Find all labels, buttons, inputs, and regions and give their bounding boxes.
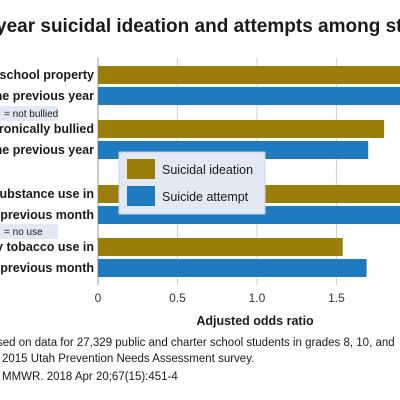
x-tick-label: 0 (95, 291, 102, 305)
category-labels: on school property n the previous year = n… (0, 68, 94, 275)
bar (98, 66, 400, 84)
x-axis-ticks: 0 0.5 1.0 1.5 (95, 291, 345, 305)
category-label: the previous month (0, 261, 94, 275)
legend-swatch (127, 159, 155, 179)
category-label: n the previous year (0, 143, 94, 157)
category-label: the previous month (0, 208, 94, 222)
reference-label: = not bullied (4, 109, 58, 120)
reference-box (0, 224, 58, 239)
footnote: MMWR. 2018 Apr 20;67(15):451-4 (2, 371, 178, 383)
x-tick-label: 0.5 (169, 291, 186, 305)
x-tick-label: 1.5 (328, 291, 345, 305)
bar (98, 238, 343, 256)
reference-label: = no use (4, 227, 43, 238)
legend-swatch (127, 186, 155, 206)
reference-box (0, 106, 58, 121)
category-label: n the previous year (0, 89, 94, 103)
legend-label: Suicidal ideation (162, 163, 253, 177)
footnote: 2015 Utah Prevention Needs Assessment su… (2, 353, 254, 365)
category-label: on school property (0, 68, 94, 82)
category-label: Any tobacco use in (0, 240, 94, 254)
x-tick-label: 1.0 (249, 291, 266, 305)
x-axis-label: Adjusted odds ratio (196, 314, 314, 328)
bar (98, 259, 367, 277)
legend-label: Suicide attempt (162, 190, 249, 204)
chart-title: year suicidal ideation and attempts amon… (0, 16, 400, 37)
category-label: lectronically bullied (0, 122, 94, 136)
category-label: y substance use in (0, 187, 94, 201)
footnote: sed on data for 27,329 public and charte… (0, 337, 395, 349)
legend: Suicidal ideation Suicide attempt (118, 151, 266, 215)
bar (98, 87, 400, 105)
footnotes: sed on data for 27,329 public and charte… (0, 337, 395, 383)
bar (98, 120, 385, 138)
